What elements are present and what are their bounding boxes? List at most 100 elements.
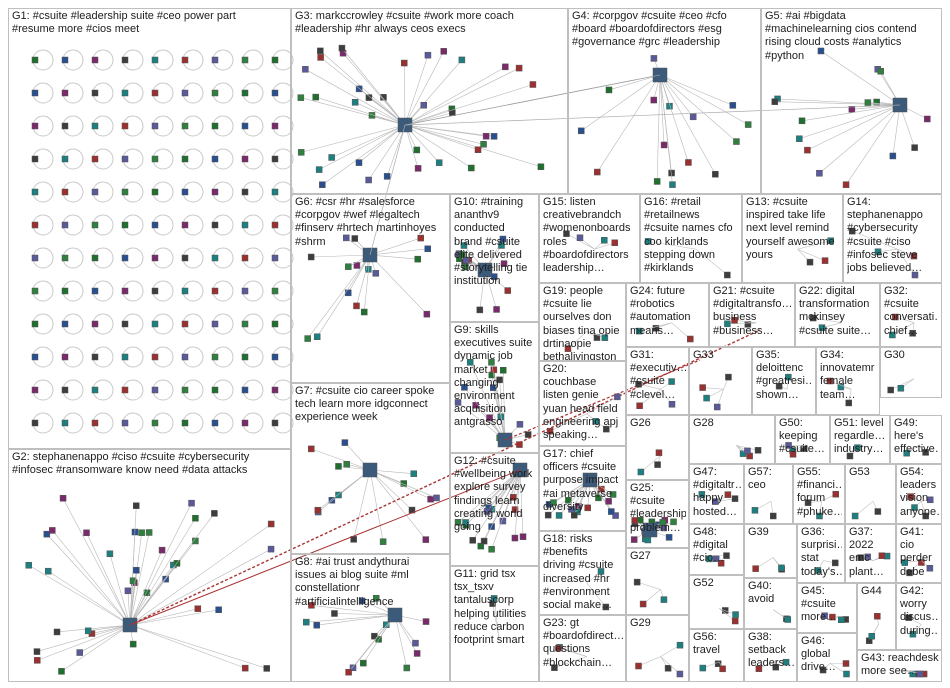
node: [454, 399, 462, 406]
node: [605, 86, 613, 94]
isolate-node: [151, 221, 159, 229]
edge: [404, 124, 541, 168]
edge: [320, 50, 406, 126]
node: [601, 334, 609, 341]
edge: [734, 319, 757, 323]
isolate-node: [31, 122, 39, 130]
isolate-node: [211, 353, 219, 361]
node: [433, 494, 440, 502]
node: [351, 99, 359, 106]
edge: [61, 624, 131, 672]
node: [413, 650, 421, 657]
node: [717, 560, 725, 567]
node: [926, 496, 934, 504]
isolate-node: [241, 56, 249, 64]
node: [417, 234, 424, 242]
node: [725, 373, 732, 381]
edge: [648, 241, 697, 250]
edge: [319, 124, 406, 170]
edge: [586, 582, 607, 608]
isolate-node: [241, 188, 249, 196]
edge: [311, 605, 396, 616]
node: [851, 512, 859, 520]
node: [911, 504, 918, 511]
edge: [404, 55, 429, 126]
group-panel-g13: G13: #csuite inspired take life next lev…: [742, 194, 843, 283]
node: [488, 546, 495, 553]
edge: [342, 52, 406, 126]
node: [335, 463, 342, 470]
edge: [594, 242, 615, 250]
group-label: G33: [693, 349, 714, 361]
node: [302, 66, 309, 73]
node: [488, 359, 495, 366]
group-panel-g25: G25: #csuite #leadership problem…: [626, 480, 689, 548]
edge: [129, 523, 272, 626]
isolate-node: [211, 254, 219, 262]
edge: [36, 624, 131, 652]
node: [769, 512, 777, 520]
node: [821, 612, 828, 620]
node: [660, 596, 668, 603]
isolate-node: [241, 122, 249, 130]
node: [413, 146, 421, 154]
isolate-node: [181, 386, 189, 394]
edge: [566, 233, 595, 250]
node: [355, 85, 363, 93]
isolate-node: [271, 89, 279, 97]
node: [529, 81, 537, 88]
group-panel-g10: G10: #training ananthv9 conducted brand …: [450, 194, 539, 322]
edge: [52, 530, 131, 626]
node: [383, 621, 390, 628]
group-panel-g41: G41: cio perder debe genera…: [896, 524, 942, 583]
edge: [356, 254, 371, 306]
isolate-node: [151, 353, 159, 361]
node: [857, 554, 864, 561]
node: [846, 452, 854, 460]
node: [490, 366, 498, 373]
edge: [504, 359, 701, 441]
group-label: G55: #financi… forum #phuke…: [797, 466, 842, 518]
edge: [892, 104, 901, 157]
node: [639, 600, 647, 608]
node: [804, 499, 812, 506]
edge: [659, 74, 737, 142]
group-label: G36: surprisi… stat today's…: [801, 526, 842, 578]
node: [317, 47, 324, 55]
isolate-node: [61, 155, 69, 163]
isolate-node: [181, 419, 189, 427]
node: [519, 533, 527, 540]
isolate-node: [61, 188, 69, 196]
node: [829, 613, 836, 621]
group-label: G54: leaders vision anyone…: [900, 466, 939, 518]
node: [486, 414, 493, 421]
node: [468, 164, 475, 172]
node: [636, 402, 643, 409]
node: [313, 621, 320, 629]
edge: [659, 74, 716, 175]
group-label: G49: here's effective…: [894, 417, 939, 456]
node: [922, 512, 929, 520]
node: [724, 491, 732, 498]
node: [593, 334, 601, 341]
isolate-node: [151, 287, 159, 295]
node: [304, 335, 311, 342]
isolate-node: [241, 155, 249, 163]
node: [373, 594, 380, 602]
group-panel-g30: G30: [880, 347, 942, 398]
node: [798, 117, 806, 125]
isolate-node: [31, 320, 39, 328]
node: [905, 614, 912, 621]
edge: [317, 469, 371, 511]
node: [595, 494, 602, 502]
group-panel-g24: G24: future #robotics #automation means…: [626, 283, 709, 347]
node: [911, 144, 918, 151]
node: [755, 665, 763, 672]
node: [263, 665, 270, 672]
isolate-node: [211, 287, 219, 295]
node: [328, 154, 335, 161]
node: [524, 431, 532, 438]
edge: [519, 469, 524, 537]
isolate-node: [271, 155, 279, 163]
edge: [457, 402, 506, 441]
